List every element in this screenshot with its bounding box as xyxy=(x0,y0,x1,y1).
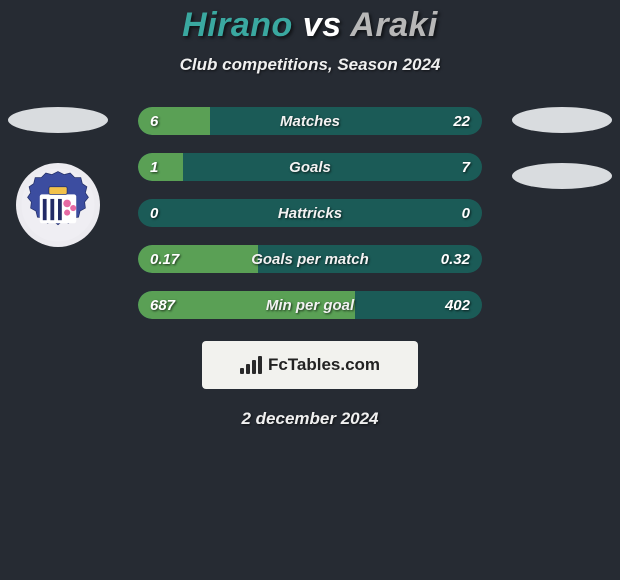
stat-label: Goals per match xyxy=(138,251,482,268)
stat-right-value: 0 xyxy=(462,205,470,222)
stat-row-min-per-goal: 687 Min per goal 402 xyxy=(138,291,482,319)
left-badge-column xyxy=(8,107,108,319)
stat-row-matches: 6 Matches 22 xyxy=(138,107,482,135)
stat-right-value: 0.32 xyxy=(441,251,470,268)
right-badge-column xyxy=(512,107,612,319)
player2-name: Araki xyxy=(350,6,438,44)
page-title: Hirano vs Araki xyxy=(0,6,620,45)
brand-box[interactable]: FcTables.com xyxy=(202,341,418,389)
stat-right-value: 7 xyxy=(462,159,470,176)
stat-label: Min per goal xyxy=(138,297,482,314)
stat-right-value: 22 xyxy=(453,113,470,130)
comparison-body: 6 Matches 22 1 Goals 7 0 Hattricks 0 xyxy=(0,107,620,319)
player2-badge-ellipse-1 xyxy=(512,107,612,133)
date-caption: 2 december 2024 xyxy=(0,409,620,429)
player1-club-logo xyxy=(16,163,100,247)
stat-label: Hattricks xyxy=(138,205,482,222)
club-crest-icon xyxy=(20,167,96,243)
stat-row-goals: 1 Goals 7 xyxy=(138,153,482,181)
player1-name: Hirano xyxy=(182,6,293,44)
subtitle: Club competitions, Season 2024 xyxy=(0,55,620,75)
stat-row-goals-per-match: 0.17 Goals per match 0.32 xyxy=(138,245,482,273)
stat-right-value: 402 xyxy=(445,297,470,314)
vs-label: vs xyxy=(303,6,342,44)
stat-label: Matches xyxy=(138,113,482,130)
stat-row-hattricks: 0 Hattricks 0 xyxy=(138,199,482,227)
brand-name: FcTables.com xyxy=(268,355,380,375)
stat-label: Goals xyxy=(138,159,482,176)
player2-badge-ellipse-2 xyxy=(512,163,612,189)
bar-chart-icon xyxy=(240,356,262,374)
player1-badge-ellipse xyxy=(8,107,108,133)
stats-column: 6 Matches 22 1 Goals 7 0 Hattricks 0 xyxy=(138,107,482,319)
comparison-panel: Hirano vs Araki Club competitions, Seaso… xyxy=(0,0,620,429)
